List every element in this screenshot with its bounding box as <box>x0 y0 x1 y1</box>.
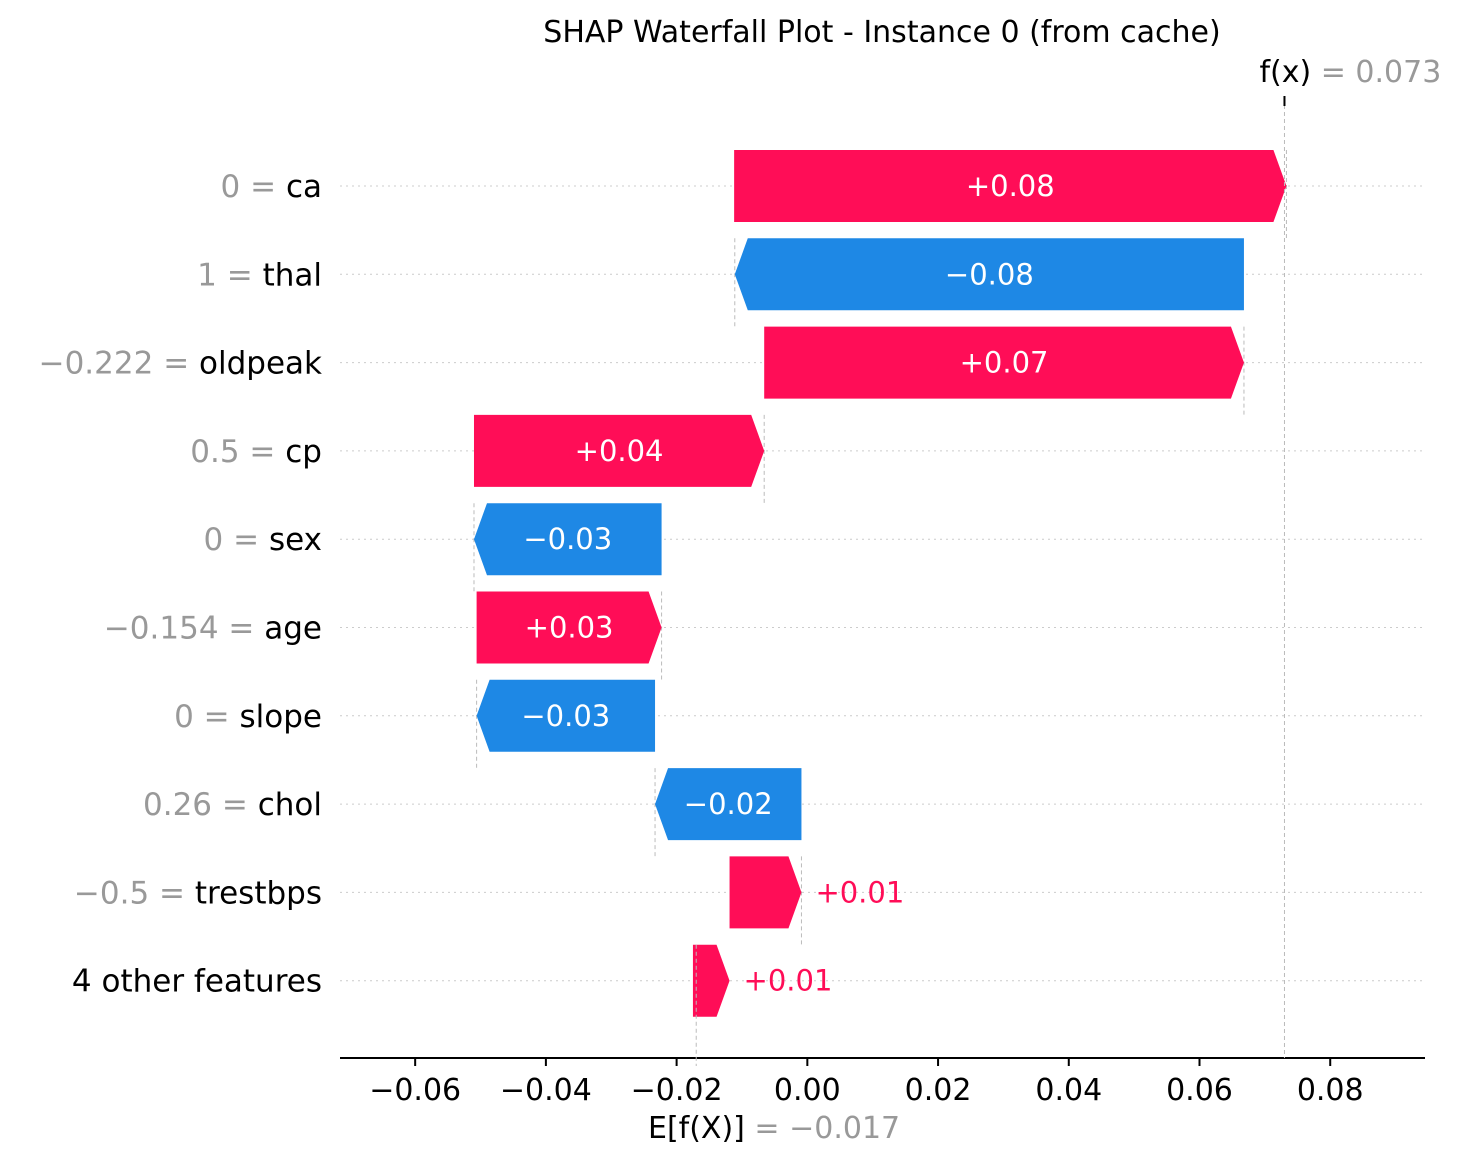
feature-label: −0.154 = age <box>104 611 322 647</box>
equals-sign: = <box>217 257 263 293</box>
feature-value: −0.5 <box>74 875 149 911</box>
feature-label: 1 = thal <box>197 257 322 293</box>
feature-label: 0.26 = chol <box>143 787 322 823</box>
feature-name: slope <box>240 699 322 735</box>
equals-sign: = <box>219 611 265 647</box>
feature-label: 4 other features <box>72 964 322 1000</box>
bar-value-label: +0.08 <box>966 169 1055 203</box>
bars-group: +0.08 −0.08 +0.07 +0.04 −0.03 +0.03 −0.03 −0.02… <box>473 150 1287 1017</box>
chart-title: SHAP Waterfall Plot - Instance 0 (from c… <box>543 15 1220 50</box>
base-value-number: −0.017 <box>789 1111 900 1146</box>
x-tick-label: −0.06 <box>369 1073 461 1108</box>
bar-value-label: +0.04 <box>575 434 664 468</box>
output-value-symbol: f(x) <box>1259 55 1311 90</box>
feature-value: 0 <box>174 699 194 735</box>
bar-value-label: −0.03 <box>521 699 610 733</box>
bar-value-label: +0.01 <box>744 964 833 998</box>
feature-label: 0 = sex <box>204 522 322 558</box>
feature-name: sex <box>269 522 322 558</box>
feature-label: 0.5 = cp <box>190 434 322 470</box>
feature-label: −0.222 = oldpeak <box>39 346 322 382</box>
x-tick-label: −0.02 <box>631 1073 723 1108</box>
output-value-number: 0.073 <box>1355 55 1441 90</box>
bar-cp <box>473 414 765 487</box>
bar-trestbps <box>729 856 802 929</box>
feature-name: trestbps <box>195 875 322 911</box>
feature-labels: 0 = ca 1 = thal −0.222 = oldpeak 0.5 = cp 0 … <box>39 169 322 1000</box>
feature-name: age <box>264 611 322 647</box>
feature-name: 4 other features <box>72 964 322 1000</box>
x-tick-label: 0.08 <box>1297 1073 1364 1108</box>
base-value-equals: = <box>745 1111 789 1146</box>
output-value-equals: = <box>1311 55 1355 90</box>
x-tick-label: 0.06 <box>1166 1073 1233 1108</box>
connector-lines <box>473 150 1287 945</box>
feature-value: 0 <box>204 522 224 558</box>
feature-label: 0 = slope <box>174 699 322 735</box>
feature-value: 1 <box>197 257 217 293</box>
base-value-marker: E[f(X)] = −0.017 <box>648 944 900 1146</box>
bar-oldpeak <box>764 326 1244 399</box>
bar-slope <box>476 679 656 752</box>
feature-value: 0 <box>221 169 241 205</box>
x-tick-label: 0.04 <box>1035 1073 1102 1108</box>
equals-sign: = <box>212 787 258 823</box>
feature-value: 0.5 <box>190 434 239 470</box>
equals-sign: = <box>240 169 286 205</box>
equals-sign: = <box>194 699 240 735</box>
x-tick-label: −0.04 <box>500 1073 592 1108</box>
feature-name: thal <box>263 257 322 293</box>
bar-ca <box>734 150 1287 222</box>
feature-label: 0 = ca <box>221 169 322 205</box>
feature-label: −0.5 = trestbps <box>74 875 322 911</box>
x-axis: −0.06 −0.04 −0.02 0.00 0.02 0.04 0.06 0.08 <box>340 1057 1425 1108</box>
bar-value-label: +0.01 <box>815 875 904 909</box>
x-tick-label: 0.02 <box>905 1073 972 1108</box>
equals-sign: = <box>240 434 286 470</box>
bar-value-label: −0.08 <box>945 257 1034 291</box>
feature-value: −0.154 <box>104 611 219 647</box>
output-value-label: f(x) = 0.073 <box>1259 55 1441 90</box>
bar-value-label: +0.07 <box>960 346 1049 380</box>
equals-sign: = <box>149 875 195 911</box>
feature-name: ca <box>286 169 322 205</box>
output-value-marker: f(x) = 0.073 <box>1259 55 1441 1058</box>
bar-chol <box>655 768 802 841</box>
bar-sex <box>473 503 662 576</box>
equals-sign: = <box>223 522 269 558</box>
base-value-symbol: E[f(X)] <box>648 1111 745 1146</box>
bar-value-label: −0.02 <box>684 787 773 821</box>
feature-name: chol <box>258 787 322 823</box>
feature-name: cp <box>285 434 322 470</box>
feature-value: 0.26 <box>143 787 212 823</box>
x-tick-label: 0.00 <box>774 1073 841 1108</box>
equals-sign: = <box>153 346 199 382</box>
base-value-label: E[f(X)] = −0.017 <box>648 1111 900 1146</box>
bar-value-label: +0.03 <box>525 611 614 645</box>
bar-age <box>476 591 662 664</box>
bar-4-other-features <box>692 944 730 1017</box>
bar-thal <box>734 238 1244 311</box>
feature-name: oldpeak <box>199 346 322 382</box>
feature-value: −0.222 <box>39 346 154 382</box>
bar-value-label: −0.03 <box>523 522 612 556</box>
